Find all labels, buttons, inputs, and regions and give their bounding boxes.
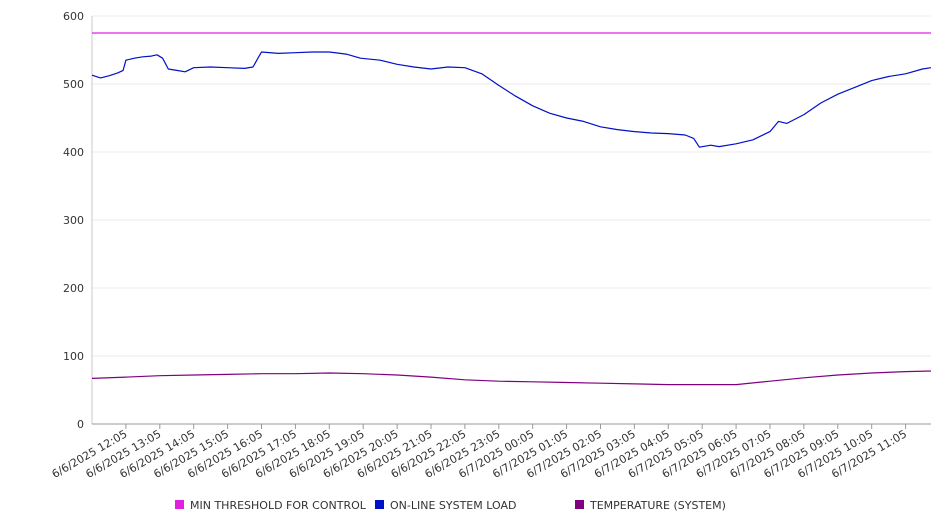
series-line-1 <box>91 51 932 148</box>
y-tick-label: 200 <box>63 282 84 295</box>
y-tick-label: 0 <box>77 418 84 431</box>
y-tick-label: 600 <box>63 10 84 23</box>
y-tick-label: 300 <box>63 214 84 227</box>
series-lines <box>91 32 932 386</box>
legend-label: ON-LINE SYSTEM LOAD <box>390 499 516 512</box>
legend-swatch <box>575 500 584 509</box>
y-tick-label: 400 <box>63 146 84 159</box>
axes <box>91 16 931 429</box>
legend-swatch <box>375 500 384 509</box>
y-tick-label: 100 <box>63 350 84 363</box>
legend-swatch <box>175 500 184 509</box>
legend: MIN THRESHOLD FOR CONTROL ON-LINE SYSTEM … <box>175 499 726 512</box>
legend-label: TEMPERATURE (SYSTEM) <box>589 499 726 512</box>
y-tick-label: 500 <box>63 78 84 91</box>
grid-lines <box>92 15 931 425</box>
series-line-2 <box>91 370 932 386</box>
legend-label: MIN THRESHOLD FOR CONTROL <box>190 499 367 512</box>
